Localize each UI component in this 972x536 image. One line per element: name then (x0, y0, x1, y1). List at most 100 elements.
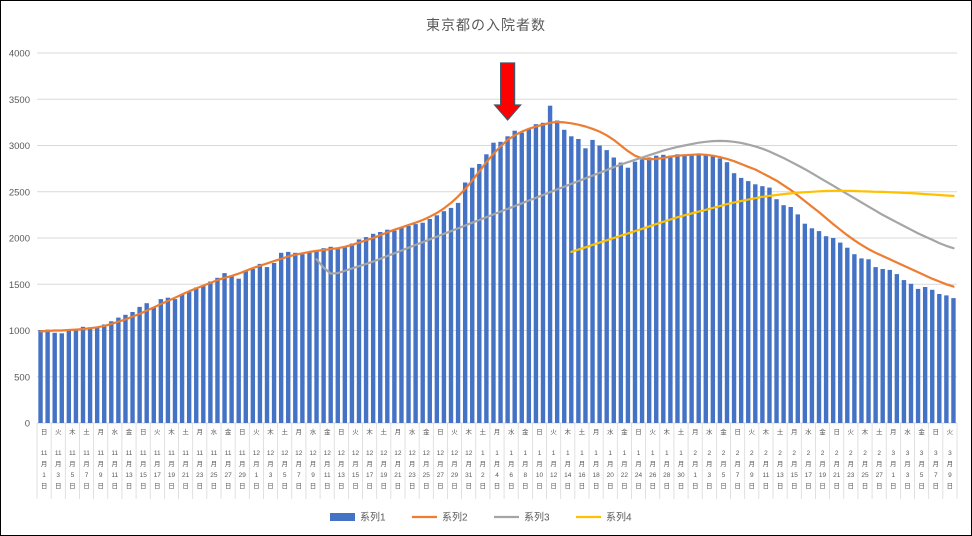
legend-label: 系列2 (442, 511, 468, 524)
bar (406, 226, 411, 423)
bar (222, 273, 227, 423)
series-bars-keiretsu1 (38, 105, 956, 424)
bar (215, 277, 220, 423)
bar (597, 145, 602, 423)
bar (130, 312, 135, 423)
bar (491, 142, 496, 423)
bar (922, 287, 928, 423)
bar (590, 139, 595, 423)
bar (94, 327, 100, 423)
x-tick-label: 月 12 月 7 日 (295, 428, 303, 490)
bar (158, 299, 164, 423)
x-tick-label: 土 1 月 16 日 (578, 427, 586, 490)
x-tick-label: 火 12 月 15 日 (352, 429, 360, 490)
bar (717, 158, 723, 423)
y-tick-label: 1500 (9, 280, 30, 291)
bar (434, 215, 440, 423)
bar (689, 154, 694, 424)
bar (80, 326, 86, 423)
bar (477, 164, 482, 423)
bar (363, 237, 369, 423)
bar (257, 263, 263, 423)
x-tick-label: 水 11 月 25 日 (210, 427, 218, 490)
x-tick-label: 火 1 月 12 日 (550, 429, 558, 490)
bar (937, 294, 942, 423)
x-tick-label: 土 1 月 30 日 (677, 427, 685, 490)
x-tick-label: 土 11 月 7 日 (83, 427, 90, 490)
bar (208, 281, 213, 423)
y-tick-label: 3500 (9, 95, 30, 106)
x-axis-labels: 日 11 月 1 日火 11 月 3 日木 11 月 5 日土 11 月 7 日月 11 月 9 日水 11 月 11 日金 11… (41, 427, 954, 490)
bar (66, 330, 72, 423)
bar (944, 295, 949, 423)
bar (703, 154, 708, 424)
bar (654, 155, 659, 423)
bar (300, 254, 305, 423)
x-tick-label: 日 11 月 15 日 (140, 428, 148, 490)
x-tick-label: 木 2 月 11 日 (763, 427, 770, 490)
bar (533, 124, 539, 423)
x-tick-label: 火 11 月 17 日 (154, 429, 162, 490)
chart-legend: 系列1 系列2 系列3 系列4 (330, 511, 632, 524)
bar (505, 136, 510, 424)
x-tick-label: 月 12 月 21 日 (394, 428, 402, 490)
bar (845, 247, 850, 423)
bar (852, 254, 857, 423)
bar (951, 298, 956, 423)
x-tick-label: 月 1 月 18 日 (592, 428, 600, 490)
series-line-keiretsu4 (570, 189, 955, 253)
bar (639, 159, 645, 423)
bar (236, 278, 241, 423)
bar (484, 154, 489, 424)
bar (38, 330, 43, 423)
y-tick-label: 1000 (9, 326, 30, 337)
bar (604, 150, 609, 423)
bar (809, 228, 815, 423)
series-line-keiretsu3 (315, 139, 955, 275)
bar (908, 283, 914, 423)
series-line-keiretsu2 (39, 120, 955, 333)
x-tick-label: 火 12 月 1 日 (253, 429, 261, 490)
bar (356, 239, 362, 423)
x-tick-label: 火 11 月 3 日 (55, 429, 62, 490)
x-tick-label: 水 2 月 17 日 (805, 427, 813, 490)
bar (349, 243, 355, 423)
bar (738, 177, 744, 423)
highlight-down-arrow-annotation (493, 62, 522, 121)
bar (547, 105, 553, 423)
bar (774, 199, 779, 423)
x-tick-label: 水 11 月 11 日 (111, 427, 118, 490)
bar (102, 324, 107, 423)
x-tick-label: 月 2 月 15 日 (791, 428, 799, 490)
y-tick-label: 2500 (9, 187, 30, 198)
bar (194, 287, 199, 423)
x-tick-label: 土 12 月 19 日 (380, 427, 388, 490)
bar (625, 167, 631, 423)
bar (611, 157, 616, 423)
bar (498, 141, 503, 424)
bar (632, 161, 638, 423)
bar (470, 167, 475, 423)
bar (271, 263, 277, 423)
bar (427, 219, 432, 423)
bar (123, 314, 128, 423)
y-tick-label: 500 (14, 372, 30, 383)
bar (781, 205, 786, 423)
bar (179, 294, 185, 423)
bar (540, 122, 546, 424)
x-axis-ticks (36, 423, 958, 499)
bar (286, 251, 291, 423)
bar (448, 207, 454, 423)
bar (73, 329, 79, 423)
bar (307, 252, 312, 423)
